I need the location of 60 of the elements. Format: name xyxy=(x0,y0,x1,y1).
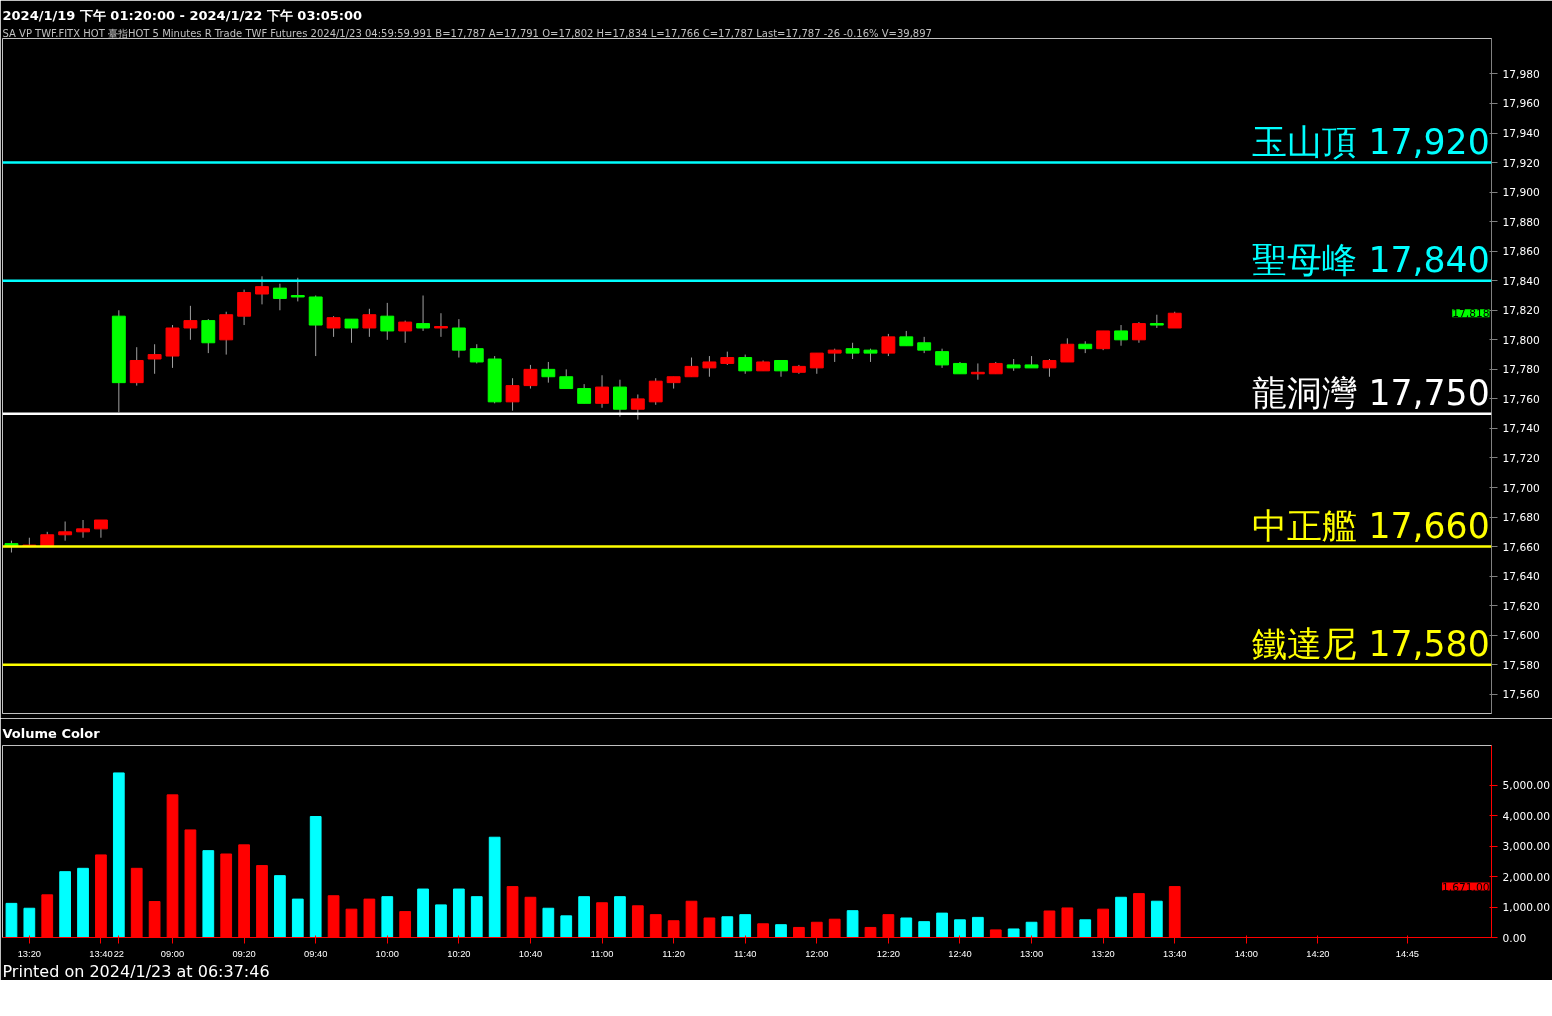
y-tick-label: 17,980 xyxy=(1502,67,1541,81)
y-tick-label: 17,760 xyxy=(1502,392,1541,406)
annotation: 17,818 xyxy=(1452,307,1490,321)
y-tick-label: 17,560 xyxy=(1502,688,1541,702)
text: Printed on 2024/1/23 at 06:37:46 xyxy=(2,961,270,981)
x-tick-label: 13:00 xyxy=(1019,948,1044,959)
x-tick-label: 10:20 xyxy=(447,948,471,959)
x-tick-label: 13:20 xyxy=(1091,948,1115,959)
y-tick-label: 17,580 xyxy=(1502,658,1541,672)
y-tick-label: 17,600 xyxy=(1502,629,1541,643)
x-tick-label: 13:20 xyxy=(17,948,42,959)
annotation: 1,671.00 xyxy=(1442,880,1490,894)
y-tick-label: 17,920 xyxy=(1502,156,1541,170)
x-tick-label: 10:00 xyxy=(375,948,399,959)
ref-line-label: 中正艦 17,660 xyxy=(1252,505,1490,546)
y-tick-label: 17,640 xyxy=(1502,570,1541,584)
x-tick-label: 11:20 xyxy=(662,948,685,959)
ref-line-label: 龍洞灣 17,750 xyxy=(1252,372,1490,413)
x-tick-label: 13:40 xyxy=(1163,948,1187,959)
y-tick-label: 0.00 xyxy=(1502,931,1527,945)
x-tick-label: 13:40 xyxy=(89,948,113,959)
x-tick-label: 14:20 xyxy=(1306,948,1330,959)
x-tick-label: 10:40 xyxy=(518,948,543,959)
y-tick-label: 17,720 xyxy=(1502,451,1541,465)
x-tick-label: 14:45 xyxy=(1395,948,1420,959)
ref-line-label: 聖母峰 17,840 xyxy=(1252,239,1490,280)
y-tick-label: 17,700 xyxy=(1502,481,1541,495)
x-tick-label: 11:40 xyxy=(733,948,757,959)
y-tick-label: 4,000.00 xyxy=(1502,809,1551,823)
y-tick-label: 3,000.00 xyxy=(1502,840,1551,854)
ref-line-label: 鐵達尼 17,580 xyxy=(1252,623,1490,664)
y-tick-label: 17,840 xyxy=(1502,274,1541,288)
x-tick-label: 12:00 xyxy=(805,948,829,959)
x-tick-label: 14:00 xyxy=(1234,948,1258,959)
x-tick-label: 09:20 xyxy=(232,948,256,959)
y-tick-label: 1,000.00 xyxy=(1502,901,1551,915)
y-tick-label: 17,620 xyxy=(1502,599,1541,613)
y-tick-label: 17,900 xyxy=(1502,186,1541,200)
y-tick-label: 17,960 xyxy=(1502,97,1541,111)
y-tick-label: 17,780 xyxy=(1502,363,1541,377)
y-tick-label: 17,940 xyxy=(1502,127,1541,141)
chart-title: Volume Color xyxy=(2,725,101,741)
y-tick-label: 17,860 xyxy=(1502,245,1541,259)
chart-subtitle: SA VP TWF.FITX HOT 臺指HOT 5 Minutes R Trade TWF Futures 2024/1/23 04:59:59.991 B=17,787 A=17,791 O=17,802 H=17,834 L=17,766 C=17,787 Last=17,787 -26 -0.16% V=39,897 xyxy=(2,27,932,39)
y-tick-label: 17,880 xyxy=(1502,215,1541,229)
y-tick-label: 17,680 xyxy=(1502,511,1541,525)
x-tick-label: 12:40 xyxy=(948,948,972,959)
x-tick-label: 22 xyxy=(113,948,125,959)
chart-title: 2024/1/19 下午 01:20:00 - 2024/1/22 下午 03:05:00 xyxy=(2,7,363,23)
ref-line-label: 玉山頂 17,920 xyxy=(1252,121,1490,162)
x-tick-label: 09:00 xyxy=(160,948,185,959)
y-tick-label: 17,740 xyxy=(1502,422,1541,436)
y-tick-label: 2,000.00 xyxy=(1502,870,1551,884)
x-tick-label: 11:00 xyxy=(590,948,614,959)
y-tick-label: 17,820 xyxy=(1502,304,1541,318)
y-tick-label: 17,800 xyxy=(1502,333,1541,347)
x-tick-label: 12:20 xyxy=(876,948,901,959)
x-tick-label: 09:40 xyxy=(304,948,328,959)
y-tick-label: 5,000.00 xyxy=(1502,779,1551,793)
y-tick-label: 17,660 xyxy=(1502,540,1541,554)
